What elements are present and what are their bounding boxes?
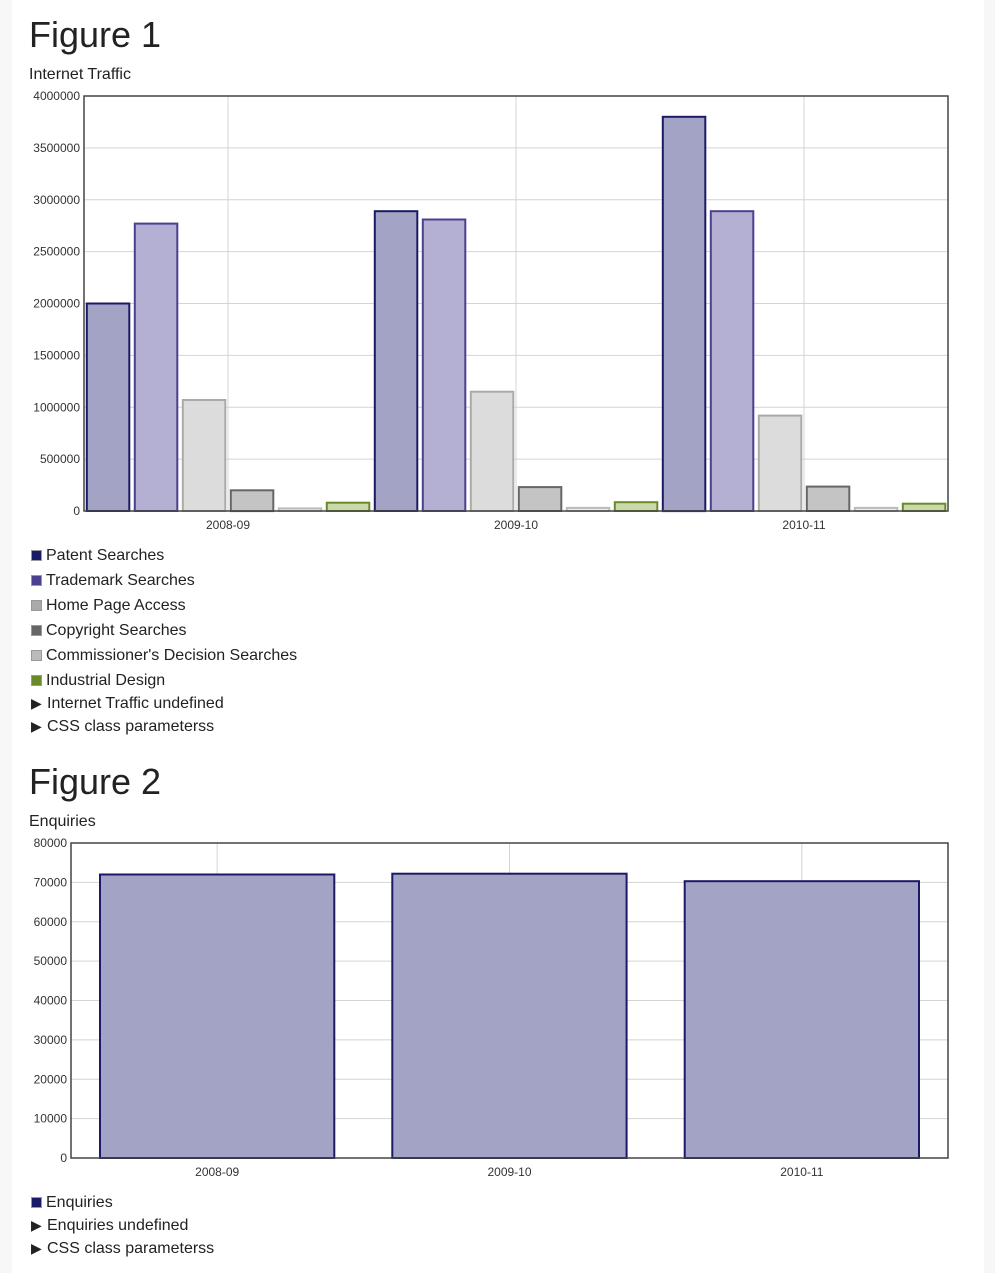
- y-tick-label: 1000000: [33, 400, 80, 414]
- bar: [133, 222, 179, 512]
- figure-heading: Figure 2: [29, 761, 162, 802]
- legend-swatch: [31, 1197, 42, 1208]
- legend-swatch: [31, 650, 42, 661]
- enquiries-chart: 0 10000 20000 30000 40000 50000 60000 70000 8000…: [34, 836, 949, 1179]
- y-tick-label: 3000000: [33, 193, 80, 207]
- expand-triangle-icon: ▶: [31, 695, 42, 711]
- details-list: ▶ Enquiries undefined ▶ CSS class parameter…: [31, 1214, 214, 1260]
- y-tick-label: 70000: [34, 875, 68, 889]
- y-tick-label: 40000: [34, 994, 68, 1008]
- legend-label: Trademark Searches: [46, 572, 195, 589]
- bar: [85, 302, 131, 512]
- expand-triangle-icon: ▶: [31, 1217, 42, 1233]
- plot-frame: [70, 842, 949, 1159]
- legend-item[interactable]: Copyright Searches: [31, 618, 297, 643]
- bar: [709, 210, 755, 512]
- x-tick-label: 2008-09: [195, 1165, 239, 1179]
- legend-label: Industrial Design: [46, 672, 166, 689]
- details-label: Enquiries undefined: [47, 1217, 189, 1234]
- x-tick-label: 2009-10: [494, 518, 538, 532]
- expand-triangle-icon: ▶: [31, 718, 42, 734]
- bar: [229, 489, 275, 513]
- bar: [421, 218, 467, 512]
- bar: [683, 880, 921, 1159]
- x-tick-label: 2010-11: [782, 518, 825, 532]
- page: Figure 1 Internet Traffic 0 500000 1000000…: [12, 0, 984, 1273]
- legend-swatch: [31, 675, 42, 686]
- legend-label: Patent Searches: [46, 547, 165, 564]
- bar: [181, 399, 227, 512]
- y-tick-label: 10000: [34, 1112, 68, 1126]
- chart-caption: Enquiries: [29, 813, 96, 830]
- y-tick-label: 3500000: [33, 141, 80, 155]
- plot-frame: [83, 95, 949, 512]
- chart-caption: Internet Traffic: [29, 66, 131, 83]
- bar: [391, 872, 628, 1159]
- details-toggle[interactable]: ▶ CSS class parameterss: [31, 1237, 214, 1260]
- x-tick-label: 2008-09: [206, 518, 250, 532]
- x-tick-label: 2009-10: [487, 1165, 531, 1179]
- y-tick-label: 0: [73, 504, 80, 518]
- y-tick-label: 2500000: [33, 245, 80, 259]
- figure-heading: Figure 1: [29, 14, 162, 55]
- y-tick-label: 4000000: [33, 89, 80, 103]
- details-label: Internet Traffic undefined: [47, 695, 224, 712]
- legend-swatch: [31, 600, 42, 611]
- details-toggle[interactable]: ▶ Enquiries undefined: [31, 1214, 214, 1237]
- legend-label: Copyright Searches: [46, 622, 187, 639]
- legend-item[interactable]: Enquiries: [31, 1190, 113, 1215]
- details-toggle[interactable]: ▶ CSS class parameterss: [31, 715, 224, 738]
- details-list: ▶ Internet Traffic undefined ▶ CSS class pa…: [31, 692, 224, 738]
- bar: [517, 486, 563, 513]
- legend-item[interactable]: Home Page Access: [31, 593, 297, 618]
- legend-item[interactable]: Industrial Design: [31, 668, 297, 693]
- bar: [373, 210, 419, 512]
- details-label: CSS class parameterss: [47, 718, 215, 735]
- legend-label: Home Page Access: [46, 597, 186, 614]
- bar: [901, 502, 947, 513]
- details-toggle[interactable]: ▶ Internet Traffic undefined: [31, 692, 224, 715]
- y-tick-label: 20000: [34, 1072, 68, 1086]
- bar: [325, 501, 371, 513]
- bar: [99, 873, 336, 1159]
- details-label: CSS class parameterss: [47, 1240, 215, 1257]
- legend-item[interactable]: Patent Searches: [31, 543, 297, 568]
- legend-swatch: [31, 575, 42, 586]
- expand-triangle-icon: ▶: [31, 1240, 42, 1256]
- legend-swatch: [31, 625, 42, 636]
- bar: [613, 501, 659, 513]
- y-tick-label: 1500000: [33, 348, 80, 362]
- chart-legend: Patent Searches Trademark Searches Home Pa…: [31, 543, 297, 693]
- bar: [805, 485, 851, 513]
- bar: [661, 115, 707, 513]
- x-tick-label: 2010-11: [780, 1165, 823, 1179]
- legend-swatch: [31, 550, 42, 561]
- y-tick-label: 30000: [34, 1033, 68, 1047]
- legend-item[interactable]: Trademark Searches: [31, 568, 297, 593]
- chart-legend: Enquiries: [31, 1190, 113, 1215]
- y-tick-label: 2000000: [33, 297, 80, 311]
- bar: [469, 390, 515, 513]
- y-tick-label: 50000: [34, 954, 68, 968]
- y-tick-label: 0: [60, 1151, 67, 1165]
- bar: [757, 414, 803, 513]
- y-tick-label: 60000: [34, 915, 68, 929]
- y-tick-label: 80000: [34, 836, 68, 850]
- legend-item[interactable]: Commissioner's Decision Searches: [31, 643, 297, 668]
- internet-traffic-chart: 0 500000 1000000 1500000 2000000 2500000 30000…: [33, 89, 949, 532]
- legend-label: Commissioner's Decision Searches: [46, 647, 298, 664]
- legend-label: Enquiries: [46, 1194, 113, 1211]
- y-tick-label: 500000: [40, 452, 80, 466]
